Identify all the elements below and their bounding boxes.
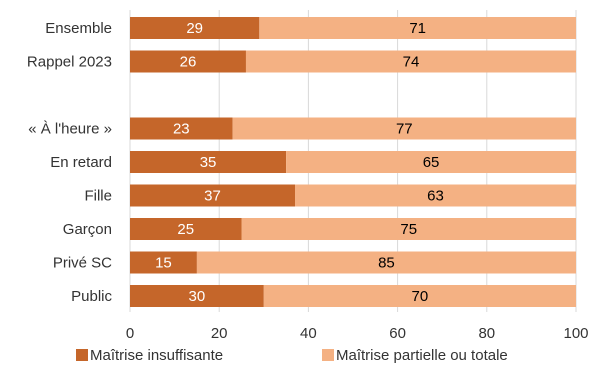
bar-segment <box>263 285 576 307</box>
bar-segment <box>130 17 260 39</box>
bar-segment <box>130 50 246 73</box>
bar-segment <box>130 117 233 140</box>
data-label: 30 <box>189 288 206 305</box>
category-label: Public <box>71 288 112 305</box>
bar-segment <box>286 151 576 173</box>
x-tick-label: 0 <box>126 325 134 342</box>
data-label: 71 <box>409 20 426 37</box>
bar-segment <box>232 117 576 140</box>
category-label: Garçon <box>63 221 112 238</box>
bar-segment <box>130 151 287 173</box>
data-label: 23 <box>173 121 190 138</box>
data-label: 15 <box>155 255 172 272</box>
x-tick-label: 100 <box>563 325 588 342</box>
data-label: 75 <box>400 221 417 238</box>
bar-segment <box>295 184 576 207</box>
x-tick-labels: 0 20 40 60 80 100 <box>126 325 589 342</box>
data-label: 65 <box>423 154 440 171</box>
data-label: 29 <box>186 20 203 37</box>
legend-label: Maîtrise partielle ou totale <box>336 347 508 364</box>
data-label: 63 <box>427 188 444 205</box>
data-label: 26 <box>180 54 197 71</box>
bar-segment <box>130 218 242 240</box>
data-label: 37 <box>204 188 221 205</box>
data-label: 74 <box>403 54 420 71</box>
legend-label: Maîtrise insuffisante <box>90 347 223 364</box>
x-tick-label: 80 <box>478 325 495 342</box>
category-labels: Ensemble Rappel 2023 « À l'heure » En retar… <box>27 20 113 305</box>
legend-swatch <box>322 349 334 361</box>
bar-segment <box>245 50 576 73</box>
category-label: Fille <box>84 188 112 205</box>
bar-segment <box>130 285 264 307</box>
bar-segment <box>130 184 296 207</box>
data-label: 77 <box>396 121 413 138</box>
bar-segment <box>259 17 576 39</box>
bar-segment <box>130 251 197 274</box>
category-label: Ensemble <box>45 20 112 37</box>
category-label: En retard <box>50 154 112 171</box>
data-label: 70 <box>412 288 429 305</box>
legend: Maîtrise insuffisante Maîtrise partielle … <box>76 347 508 364</box>
bars: 29 71 26 74 23 77 35 65 37 63 25 75 15 85 30 70 <box>130 17 576 307</box>
x-tick-label: 40 <box>300 325 317 342</box>
category-label: Rappel 2023 <box>27 54 112 71</box>
x-tick-label: 60 <box>389 325 406 342</box>
data-label: 85 <box>378 255 395 272</box>
bar-segment <box>241 218 576 240</box>
data-label: 25 <box>177 221 194 238</box>
bar-segment <box>196 251 576 274</box>
x-tick-label: 20 <box>211 325 228 342</box>
data-label: 35 <box>200 154 217 171</box>
category-label: Privé SC <box>53 255 112 272</box>
category-label: « À l'heure » <box>28 121 112 138</box>
legend-swatch <box>76 349 88 361</box>
